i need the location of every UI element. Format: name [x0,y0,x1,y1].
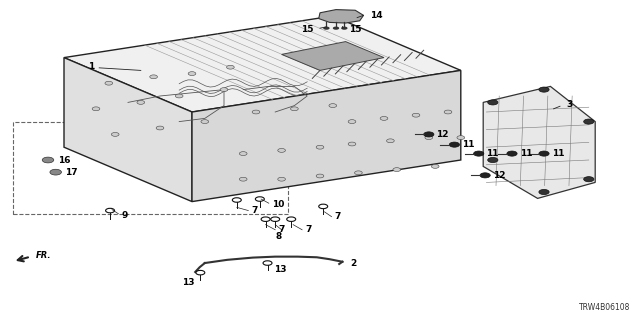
Text: 14: 14 [370,11,383,20]
Text: 1: 1 [88,62,95,71]
Circle shape [278,177,285,181]
Circle shape [156,126,164,130]
Text: TRW4B06108: TRW4B06108 [579,303,630,312]
Circle shape [431,164,439,168]
Text: 13: 13 [274,265,287,274]
Circle shape [175,94,183,98]
Circle shape [316,174,324,178]
Circle shape [137,100,145,104]
Text: 7: 7 [305,225,312,234]
Text: 11: 11 [486,149,499,158]
Text: 17: 17 [65,168,78,177]
Circle shape [355,171,362,175]
Circle shape [488,100,498,105]
Circle shape [539,189,549,195]
Circle shape [201,120,209,124]
Text: 3: 3 [566,100,573,109]
Circle shape [188,72,196,76]
Text: 15: 15 [349,25,362,34]
Circle shape [252,110,260,114]
Circle shape [220,88,228,92]
Circle shape [239,152,247,156]
Circle shape [329,104,337,108]
Circle shape [480,173,490,178]
Circle shape [92,107,100,111]
Text: 9: 9 [122,211,128,220]
Text: 12: 12 [493,171,506,180]
Text: 16: 16 [58,156,70,164]
Circle shape [412,113,420,117]
Circle shape [457,136,465,140]
Text: 10: 10 [272,200,284,209]
Circle shape [42,157,54,163]
Text: 7: 7 [252,206,258,215]
Circle shape [425,136,433,140]
Circle shape [323,27,330,30]
Polygon shape [64,16,461,112]
Circle shape [239,177,247,181]
Circle shape [488,157,498,163]
Circle shape [444,110,452,114]
Circle shape [507,151,517,156]
Text: 7: 7 [335,212,341,221]
Circle shape [105,81,113,85]
Circle shape [111,132,119,136]
Text: 8: 8 [276,232,282,241]
Circle shape [424,132,434,137]
Circle shape [348,120,356,124]
Text: 12: 12 [436,130,449,139]
Circle shape [539,87,549,92]
Circle shape [316,145,324,149]
Circle shape [387,139,394,143]
Circle shape [227,65,234,69]
Circle shape [341,27,348,30]
Circle shape [539,151,549,156]
Circle shape [50,169,61,175]
Circle shape [278,148,285,152]
Circle shape [291,107,298,111]
Circle shape [348,142,356,146]
Text: 13: 13 [182,278,195,287]
Circle shape [474,151,484,156]
Polygon shape [64,58,192,202]
Polygon shape [192,70,461,202]
Polygon shape [282,42,384,70]
Text: 11: 11 [462,140,475,149]
Polygon shape [319,10,364,23]
Text: FR.: FR. [36,251,51,260]
Circle shape [584,119,594,124]
Circle shape [333,27,339,30]
Circle shape [393,168,401,172]
Text: 7: 7 [278,225,285,234]
Polygon shape [483,86,595,198]
Circle shape [380,116,388,120]
Text: 2: 2 [351,260,357,268]
Circle shape [584,177,594,182]
Circle shape [449,142,460,147]
Text: 11: 11 [552,149,564,158]
Text: 15: 15 [301,25,314,34]
Circle shape [150,75,157,79]
Text: 11: 11 [520,149,532,158]
